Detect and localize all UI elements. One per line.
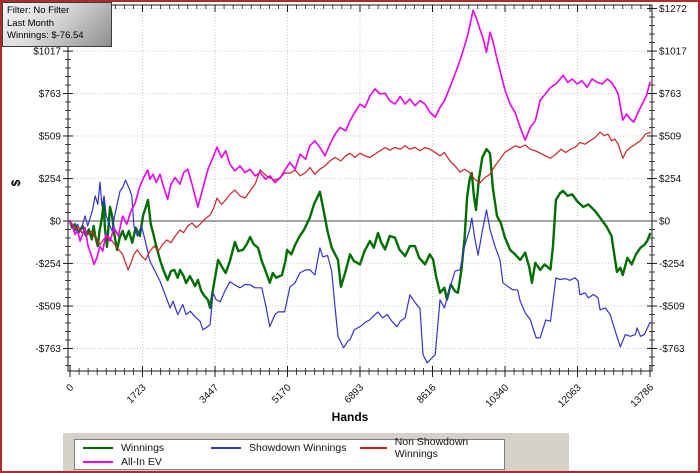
y-axis-title: $	[9, 179, 23, 187]
svg-text:13786: 13786	[629, 382, 657, 410]
legend-strip: Winnings Showdown Winnings Non Showdown …	[63, 433, 569, 471]
series-line-2	[69, 131, 651, 271]
svg-text:-$254: -$254	[35, 259, 61, 270]
non-showdown-line-swatch	[360, 447, 387, 449]
svg-text:-$254: -$254	[659, 259, 685, 270]
svg-text:$1017: $1017	[659, 47, 687, 58]
legend-item-showdown: Showdown Winnings	[207, 442, 356, 454]
legend-label-showdown: Showdown Winnings	[248, 442, 347, 454]
x-axis-title: Hands	[331, 410, 369, 424]
series-line-3	[69, 9, 651, 266]
tooltip-period-line: Last Month	[7, 17, 54, 29]
tooltip-winnings-line: Winnings: $-76.54	[7, 30, 84, 42]
svg-text:$1017: $1017	[33, 47, 61, 58]
legend-row-1: Winnings Showdown Winnings Non Showdown …	[79, 436, 500, 460]
svg-text:$0: $0	[659, 217, 671, 228]
filter-tooltip: Filter: No Filter Last Month Winnings: $…	[2, 2, 112, 47]
svg-text:-$509: -$509	[659, 302, 685, 313]
svg-text:3447: 3447	[198, 382, 222, 406]
svg-text:$509: $509	[659, 131, 682, 142]
svg-text:8616: 8616	[415, 382, 439, 406]
tooltip-filter-line: Filter: No Filter	[7, 5, 70, 16]
legend-item-winnings: Winnings	[79, 442, 207, 454]
legend-row-2: All-In EV	[79, 455, 500, 469]
svg-text:$509: $509	[39, 131, 62, 142]
legend: Winnings Showdown Winnings Non Showdown …	[74, 436, 505, 470]
svg-text:0: 0	[64, 382, 76, 394]
svg-text:-$763: -$763	[35, 344, 61, 355]
legend-label-non-showdown: Non Showdown Winnings	[394, 436, 469, 460]
gridlines	[68, 5, 652, 371]
allin-ev-line-swatch	[83, 461, 113, 463]
svg-text:-$509: -$509	[35, 302, 61, 313]
series-line-0	[68, 147, 652, 310]
svg-text:1723: 1723	[125, 382, 149, 406]
svg-text:$254: $254	[659, 174, 682, 185]
series-line-1	[69, 179, 651, 364]
svg-text:-$763: -$763	[659, 344, 685, 355]
svg-text:10340: 10340	[484, 382, 512, 410]
legend-label-allin-ev: All-In EV	[121, 456, 162, 468]
winnings-line-swatch	[83, 447, 113, 449]
legend-item-allin-ev: All-In EV	[79, 456, 223, 468]
showdown-line-swatch	[210, 447, 241, 449]
svg-text:$763: $763	[659, 89, 682, 100]
legend-item-non-showdown: Non Showdown Winnings	[356, 436, 500, 460]
svg-text:$254: $254	[39, 174, 62, 185]
svg-text:6893: 6893	[343, 382, 367, 406]
svg-text:5170: 5170	[270, 382, 294, 406]
legend-label-winnings: Winnings	[121, 442, 165, 454]
data-series	[68, 9, 652, 364]
svg-text:12063: 12063	[556, 382, 584, 410]
svg-text:$0: $0	[50, 217, 62, 228]
svg-text:$1272: $1272	[659, 4, 687, 15]
svg-text:$763: $763	[39, 89, 62, 100]
